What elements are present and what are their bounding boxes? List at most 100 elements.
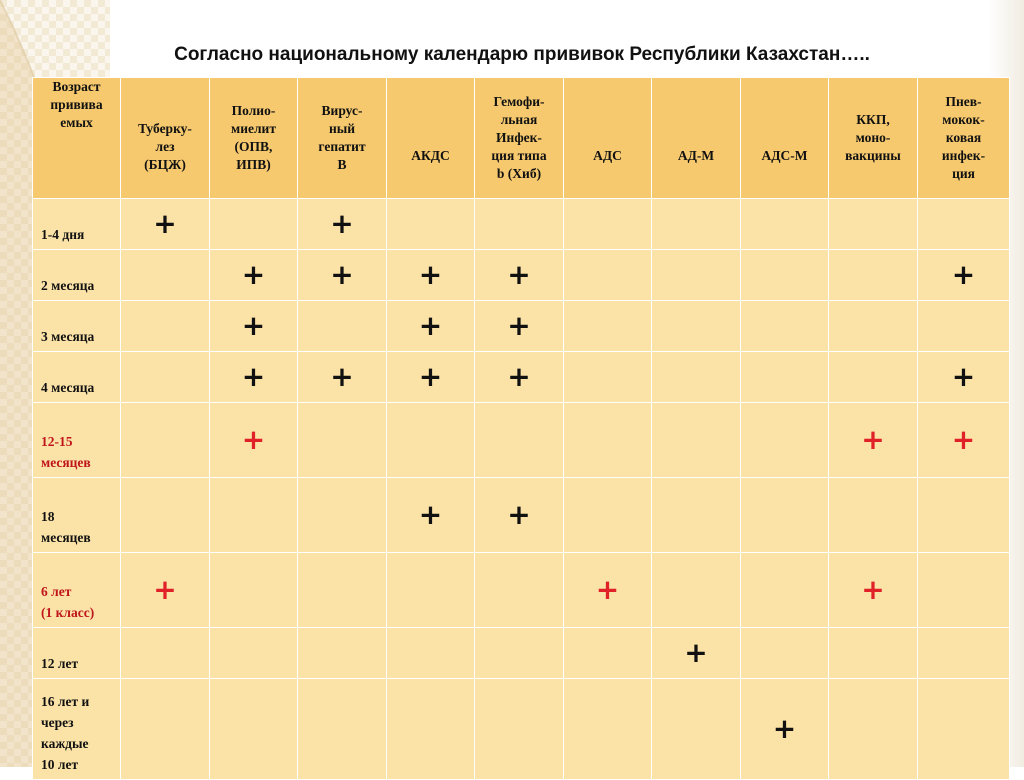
schedule-cell — [386, 402, 475, 478]
schedule-cell: + — [828, 402, 918, 478]
schedule-cell: + — [386, 477, 475, 553]
age-label: 1-4 дня — [41, 227, 85, 242]
header-line: миелит — [231, 121, 276, 136]
vaccination-mark: + — [772, 712, 797, 745]
age-cell: 12 лет — [32, 627, 121, 679]
schedule-cell — [474, 627, 564, 679]
schedule-cell: + — [120, 552, 210, 628]
vaccination-mark: + — [951, 258, 976, 291]
schedule-cell — [917, 300, 1010, 352]
schedule-cell — [563, 402, 652, 478]
header-line: (БЦЖ) — [144, 157, 186, 172]
header-line: Вирус- — [321, 103, 363, 118]
header-line: Инфек- — [496, 130, 542, 145]
header-line — [387, 129, 474, 147]
header-line: льная — [500, 112, 538, 127]
schedule-cell — [386, 552, 475, 628]
header-line — [387, 111, 474, 129]
schedule-cell — [651, 477, 741, 553]
schedule-cell — [917, 198, 1010, 250]
schedule-cell — [297, 678, 387, 780]
schedule-cell — [740, 402, 829, 478]
schedule-cell — [120, 300, 210, 352]
header-line: инфек- — [941, 148, 986, 163]
schedule-cell — [563, 198, 652, 250]
header-line: гепатит — [318, 139, 366, 154]
schedule-cell — [740, 351, 829, 403]
schedule-cell — [740, 627, 829, 679]
age-label: 10 лет — [41, 757, 79, 772]
schedule-cell — [120, 678, 210, 780]
vaccination-mark: + — [241, 423, 266, 456]
vaccination-mark: + — [330, 258, 354, 291]
schedule-cell — [120, 351, 210, 403]
header-vaccine: Гемофи-льная Инфек-ция типа b (Хиб) — [474, 77, 564, 199]
age-label: 6 лет — [41, 584, 72, 599]
schedule-cell: + — [474, 477, 564, 553]
schedule-cell: + — [386, 300, 475, 352]
table-row: 12 лет + — [32, 627, 1010, 679]
schedule-cell — [474, 678, 564, 780]
header-line: Возраст — [52, 79, 101, 94]
header-line: АД-М — [677, 148, 715, 163]
age-cell: 16 лет и через каждые 10 лет — [32, 678, 121, 780]
schedule-cell — [386, 678, 475, 780]
age-label: 18 — [41, 509, 55, 524]
header-line: В — [337, 157, 347, 172]
header-line: моно- — [855, 130, 891, 145]
age-cell: 18 месяцев — [32, 477, 121, 553]
header-line: вакцины — [845, 148, 901, 163]
header-line: АДС — [593, 148, 622, 163]
schedule-cell — [651, 351, 741, 403]
vaccination-mark: + — [241, 360, 266, 393]
age-label: 16 лет и — [41, 694, 90, 709]
header-line: Пнев- — [945, 94, 982, 109]
header-vaccine: Туберку-лез (БЦЖ) — [120, 77, 210, 199]
age-label: (1 класс) — [41, 605, 95, 620]
schedule-cell — [651, 402, 741, 478]
header-line: ККП, — [856, 112, 890, 127]
header-vaccine: Полио-миелит (ОПВ, ИПВ) — [209, 77, 298, 199]
schedule-cell — [474, 552, 564, 628]
schedule-cell — [917, 678, 1010, 780]
schedule-cell: + — [474, 300, 564, 352]
schedule-cell — [209, 477, 298, 553]
header-vaccine: ККП, моно-вакцины — [828, 77, 918, 199]
vaccination-mark: + — [241, 309, 266, 342]
schedule-cell: + — [209, 300, 298, 352]
schedule-cell — [120, 627, 210, 679]
schedule-cell — [828, 351, 918, 403]
schedule-cell — [917, 552, 1010, 628]
age-cell: 3 месяца — [32, 300, 121, 352]
header-line: АДС-М — [761, 148, 808, 163]
schedule-cell — [209, 627, 298, 679]
vaccination-mark: + — [507, 258, 531, 291]
vaccination-mark: + — [418, 309, 443, 342]
schedule-cell — [740, 198, 829, 250]
age-label: 2 месяца — [41, 278, 95, 293]
vaccination-schedule-table: Возраст привива емых Туберку-лез (БЦЖ) Полио… — [32, 77, 1010, 780]
schedule-cell — [563, 678, 652, 780]
header-line: b (Хиб) — [496, 166, 542, 181]
schedule-cell: + — [209, 351, 298, 403]
schedule-cell: + — [297, 198, 387, 250]
schedule-cell — [563, 300, 652, 352]
vaccination-mark: + — [418, 360, 443, 393]
schedule-cell — [209, 198, 298, 250]
page-title: Согласно национальному календарю прививо… — [174, 44, 870, 65]
schedule-cell: + — [740, 678, 829, 780]
header-line — [741, 129, 828, 147]
schedule-cell — [828, 249, 918, 301]
header-line: привива — [50, 97, 103, 112]
header-vaccine: Пнев-мокок-ковая инфек-ция — [917, 77, 1010, 199]
schedule-cell — [563, 351, 652, 403]
header-line — [564, 111, 651, 129]
age-label: каждые — [41, 736, 89, 751]
schedule-cell — [297, 552, 387, 628]
vaccination-mark: + — [153, 207, 177, 240]
table-row: 4 месяца + + + + + — [32, 351, 1010, 403]
schedule-cell — [563, 477, 652, 553]
vaccination-mark: + — [507, 498, 531, 531]
table-row: 1-4 дня + + — [32, 198, 1010, 250]
table-row: 12-15 месяцев + + + — [32, 402, 1010, 478]
